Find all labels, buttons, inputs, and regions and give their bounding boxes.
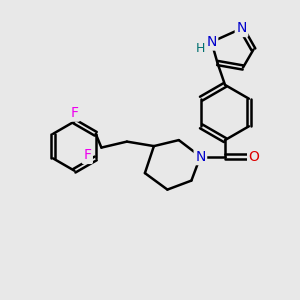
Text: N: N xyxy=(195,150,206,164)
Text: N: N xyxy=(236,22,247,35)
Text: H: H xyxy=(195,42,205,55)
Text: O: O xyxy=(249,150,260,164)
Text: N: N xyxy=(206,35,217,49)
Text: F: F xyxy=(83,148,91,162)
Text: F: F xyxy=(70,106,78,120)
